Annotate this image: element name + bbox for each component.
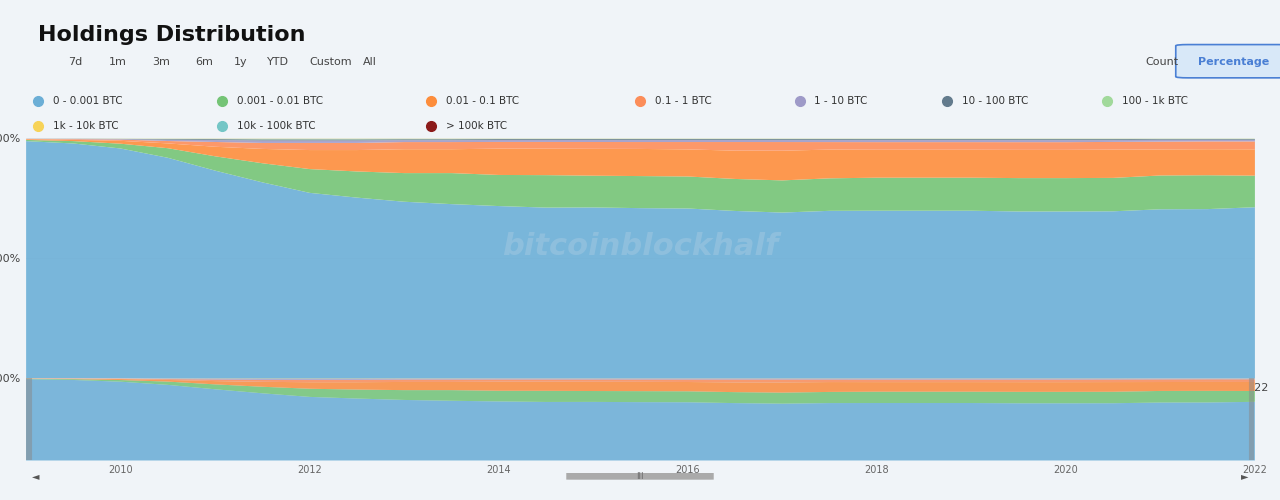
Text: ◄: ◄: [32, 471, 40, 481]
Text: 1y: 1y: [234, 57, 247, 67]
Text: Custom: Custom: [308, 57, 352, 67]
Text: 7d: 7d: [68, 57, 82, 67]
Text: 0.1 - 1 BTC: 0.1 - 1 BTC: [655, 96, 712, 106]
Text: III: III: [636, 472, 644, 481]
Text: 1k - 10k BTC: 1k - 10k BTC: [52, 121, 118, 131]
Text: Holdings Distribution: Holdings Distribution: [38, 25, 306, 45]
Text: 0 - 0.001 BTC: 0 - 0.001 BTC: [52, 96, 123, 106]
Text: > 100k BTC: > 100k BTC: [445, 121, 507, 131]
Text: 6m: 6m: [195, 57, 212, 67]
Text: ►: ►: [1240, 471, 1248, 481]
Text: Count: Count: [1146, 57, 1179, 67]
FancyBboxPatch shape: [566, 473, 714, 480]
Text: 0.01 - 0.1 BTC: 0.01 - 0.1 BTC: [445, 96, 518, 106]
Text: 100 - 1k BTC: 100 - 1k BTC: [1121, 96, 1188, 106]
Text: YTD: YTD: [266, 57, 288, 67]
Text: 0.001 - 0.01 BTC: 0.001 - 0.01 BTC: [237, 96, 323, 106]
Text: 3m: 3m: [152, 57, 170, 67]
Text: Percentage: Percentage: [1198, 57, 1270, 67]
Text: 1 - 10 BTC: 1 - 10 BTC: [814, 96, 868, 106]
Text: All: All: [362, 57, 376, 67]
Text: 1m: 1m: [109, 57, 127, 67]
Text: bitcoinblockhalf: bitcoinblockhalf: [502, 232, 778, 260]
FancyBboxPatch shape: [1176, 44, 1280, 78]
Text: 10 - 100 BTC: 10 - 100 BTC: [963, 96, 1028, 106]
Text: 10k - 100k BTC: 10k - 100k BTC: [237, 121, 316, 131]
